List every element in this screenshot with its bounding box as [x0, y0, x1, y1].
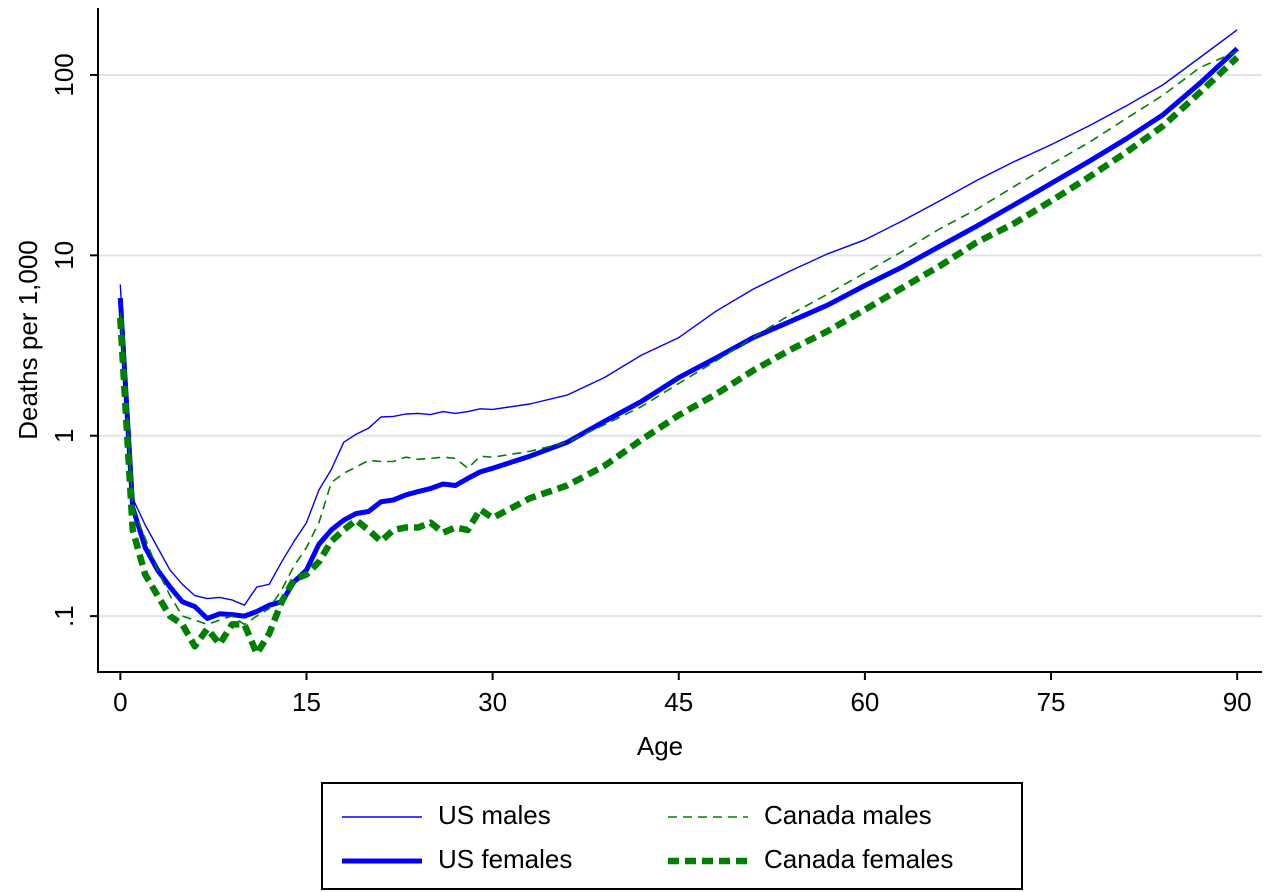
y-axis-label: Deaths per 1,000: [13, 240, 43, 439]
x-tick-label: 30: [478, 687, 507, 717]
y-tick-label: 1: [49, 428, 79, 442]
legend-label: Canada females: [764, 844, 953, 874]
legend-box: [321, 782, 1023, 890]
y-tick-label: 100: [49, 53, 79, 96]
y-tick-label: .1: [49, 605, 79, 627]
legend-label: US males: [438, 800, 551, 830]
legend-label: Canada males: [764, 800, 932, 830]
x-tick-label: 45: [664, 687, 693, 717]
series-line: [117, 55, 1240, 657]
x-tick-label: 60: [850, 687, 879, 717]
x-tick-label: 15: [292, 687, 321, 717]
x-tick-label: 90: [1223, 687, 1252, 717]
series-line: [117, 46, 1239, 621]
series-line: [119, 50, 1238, 626]
y-tick-label: 10: [49, 241, 79, 270]
legend-label: US females: [438, 844, 572, 874]
x-axis-label: Age: [637, 731, 683, 761]
series-line: [119, 29, 1238, 606]
x-tick-label: 75: [1037, 687, 1066, 717]
x-tick-label: 0: [113, 687, 127, 717]
